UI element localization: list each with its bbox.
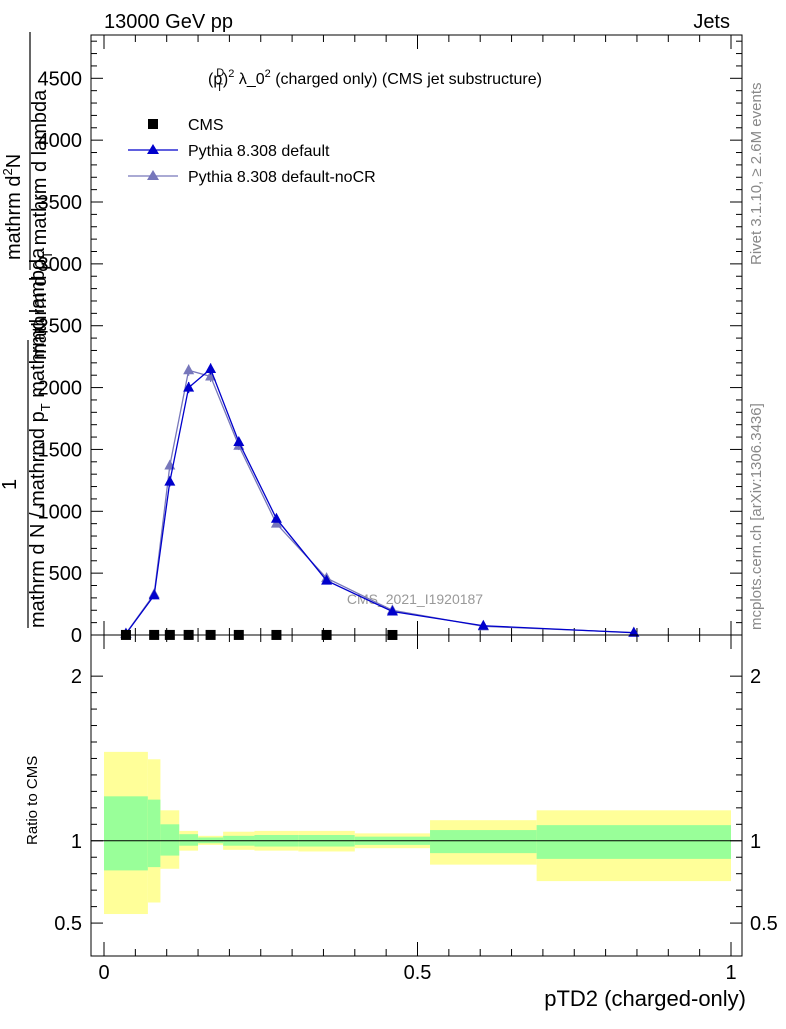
x-tick-label: 1 [725, 962, 736, 984]
ratio-x-axis: 0 0.5 1 [98, 635, 737, 984]
title-sup-d: D [216, 67, 224, 79]
watermark: CMS_2021_I1920187 [347, 591, 483, 607]
main-y-tick-label: 0 [71, 625, 82, 647]
ratio-inner-band [179, 834, 199, 846]
ylabel-denominator: mathrm d N / mathrmd pT mathrmd lambda [27, 247, 53, 628]
ylabel-den-tail: mathrmd lambda [27, 247, 49, 403]
ratio-y-tick-label: 1 [71, 831, 82, 853]
ratio-y-tick-label: 2 [71, 666, 82, 688]
ratio-inner-band [104, 796, 148, 871]
title-sub-t: T [216, 82, 223, 94]
data-point-triangle [148, 589, 160, 600]
main-y-tick-label: 4500 [38, 68, 83, 90]
legend: CMS Pythia 8.308 default Pythia 8.308 de… [128, 117, 376, 186]
data-point-triangle [233, 436, 245, 447]
data-point-triangle [270, 512, 282, 523]
x-tick-label: 0 [98, 962, 109, 984]
title-sq2: 2 [265, 68, 271, 80]
main-y-axis: 0 500 1000 1500 2000 2500 3000 3500 4000 4500 [38, 40, 742, 647]
ratio-y-tick-label-right: 2 [750, 666, 761, 688]
legend-default-marker [147, 144, 159, 154]
main-y-tick-label: 3500 [38, 192, 83, 214]
data-point-triangle [628, 626, 640, 637]
data-point-triangle [477, 619, 489, 630]
legend-cms-label: CMS [188, 117, 224, 134]
data-point-triangle [321, 574, 333, 585]
x-tick-label: 0.5 [404, 962, 432, 984]
ylabel-one: 1 [0, 479, 21, 490]
legend-default-label: Pythia 8.308 default [188, 143, 330, 160]
data-point-triangle [164, 475, 176, 486]
ratio-bands [104, 751, 731, 915]
data-point-triangle [386, 605, 398, 616]
main-y-tick-label: 3000 [38, 254, 83, 276]
ylabel-numden-tail: mathrm d lambda [29, 89, 51, 251]
main-y-label: 1 mathrm d N / mathrmd pT mathrmd lambda… [0, 32, 55, 628]
main-y-tick-label: 4000 [38, 130, 83, 152]
header-left: 13000 GeV pp [104, 11, 233, 33]
data-point-triangle [183, 381, 195, 392]
title-close: ) [223, 71, 228, 88]
ylabel-den-main: mathrm d N / mathrmd p [27, 411, 49, 628]
main-y-tick-label: 2000 [38, 378, 83, 400]
ratio-inner-band [430, 830, 537, 854]
title-p: (p [208, 71, 222, 88]
ratio-frame [90, 634, 743, 957]
ratio-inner-band [160, 824, 180, 856]
legend-nocr-label: Pythia 8.308 default-noCR [188, 169, 376, 186]
main-y-tick-label: 2500 [38, 316, 83, 338]
title-sq: 2 [228, 68, 234, 80]
ratio-y-axis: 0.5 0.5 1 1 2 2 [54, 666, 778, 935]
title-lambda: λ_0 [234, 71, 264, 88]
main-y-tick-label: 1500 [38, 439, 83, 461]
ratio-inner-band [536, 825, 731, 859]
ylabel-numerator: mathrm d2N [0, 154, 25, 260]
rivet-label: Rivet 3.1.10, ≥ 2.6M events [748, 83, 765, 266]
ratio-inner-band [147, 799, 161, 868]
x-axis-label: pTD2 (charged-only) [544, 986, 746, 1011]
ylabel-num-denominator: mathrm d pT mathrm d lambda [29, 89, 55, 360]
title-rest: (charged only) (CMS jet substructure) [271, 71, 542, 88]
legend-cms-marker [148, 119, 158, 129]
ratio-y-tick-label-right: 0.5 [750, 913, 778, 935]
ylabel-num-sup: 2 [0, 168, 15, 175]
data-point-triangle [183, 364, 195, 375]
mcplots-label: mcplots.cern.ch [arXiv:1306.3436] [748, 403, 765, 630]
main-y-tick-label: 500 [49, 563, 82, 585]
data-point-triangle [205, 363, 217, 374]
ratio-y-tick-label-right: 1 [750, 831, 761, 853]
main-title: (pD T)2 λ_02 (charged only) (CMS jet subs… [208, 67, 542, 94]
ratio-y-tick-label: 0.5 [54, 913, 82, 935]
ylabel-num-main: mathrm d [3, 176, 25, 260]
header-right: Jets [693, 11, 730, 33]
legend-nocr-marker [147, 170, 159, 180]
ylabel-den-sub: T [38, 403, 53, 411]
main-plot-panel: 0 500 1000 1500 2000 2500 3000 3500 4000 4500 CMS… [0, 32, 743, 647]
ylabel-numden-main: mathrm d p [29, 259, 51, 360]
main-y-tick-label: 1000 [38, 501, 83, 523]
ratio-ylabel: Ratio to CMS [24, 756, 41, 845]
ratio-plot-panel: 0.5 0.51 12 2 0 0.5 1 Ratio to CMS pTD2 (char… [24, 634, 778, 1011]
ylabel-numden-sub: T [40, 251, 55, 259]
ylabel-num-tail: N [3, 154, 25, 168]
data-point-triangle [205, 370, 217, 381]
